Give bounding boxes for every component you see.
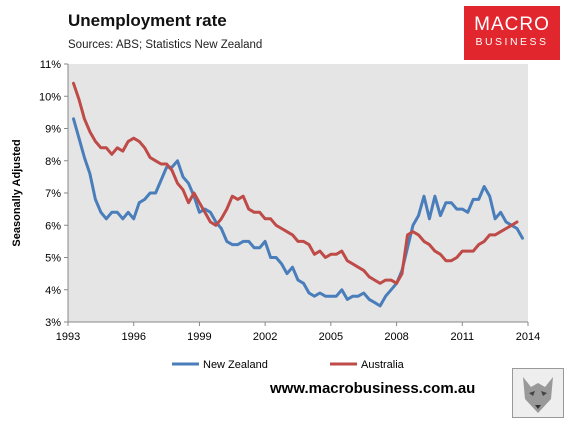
y-tick-label: 11% xyxy=(40,59,61,71)
chart-subtitle: Sources: ABS; Statistics New Zealand xyxy=(68,39,263,51)
macrobusiness-logo[interactable]: MACRO BUSINESS xyxy=(464,6,560,60)
legend-label-australia: Australia xyxy=(361,359,405,371)
x-tick-label: 2002 xyxy=(253,331,277,343)
x-tick-label: 2011 xyxy=(450,331,474,343)
y-tick-label: 10% xyxy=(39,91,61,103)
wolf-logo-icon xyxy=(523,377,553,413)
y-tick-label: 6% xyxy=(45,220,61,232)
x-tick-label: 1996 xyxy=(121,331,145,343)
legend: New Zealand Australia xyxy=(172,359,405,371)
x-tick-label: 2005 xyxy=(319,331,343,343)
series-line-new-zealand xyxy=(72,117,524,308)
x-tick-label: 2014 xyxy=(516,331,540,343)
y-axis-label: Seasonally Adjusted xyxy=(11,139,23,246)
x-tick-label: 2008 xyxy=(384,331,408,343)
footer-website-url[interactable]: www.macrobusiness.com.au xyxy=(270,380,476,397)
legend-label-new-zealand: New Zealand xyxy=(203,359,268,371)
wolf-logo-image xyxy=(512,368,564,418)
axes-group: 3% 4% 5% 6% 7% 8% 9% 10% 11% 1993 1996 1999 2002 2005… xyxy=(39,59,540,343)
y-tick-label: 5% xyxy=(45,253,61,265)
plot-area xyxy=(68,64,528,322)
logo-line-2: BUSINESS xyxy=(475,36,549,48)
y-tick-label: 9% xyxy=(45,124,61,136)
chart-title: Unemployment rate xyxy=(68,11,227,30)
y-tick-label: 8% xyxy=(45,156,61,168)
x-tick-label: 1993 xyxy=(56,331,80,343)
series-line-australia xyxy=(72,81,519,285)
y-tick-label: 7% xyxy=(45,188,61,200)
y-tick-label: 3% xyxy=(45,317,61,329)
x-tick-label: 1999 xyxy=(187,331,211,343)
series-group xyxy=(72,81,524,308)
logo-line-1: MACRO xyxy=(474,14,550,35)
y-tick-label: 4% xyxy=(45,285,61,297)
